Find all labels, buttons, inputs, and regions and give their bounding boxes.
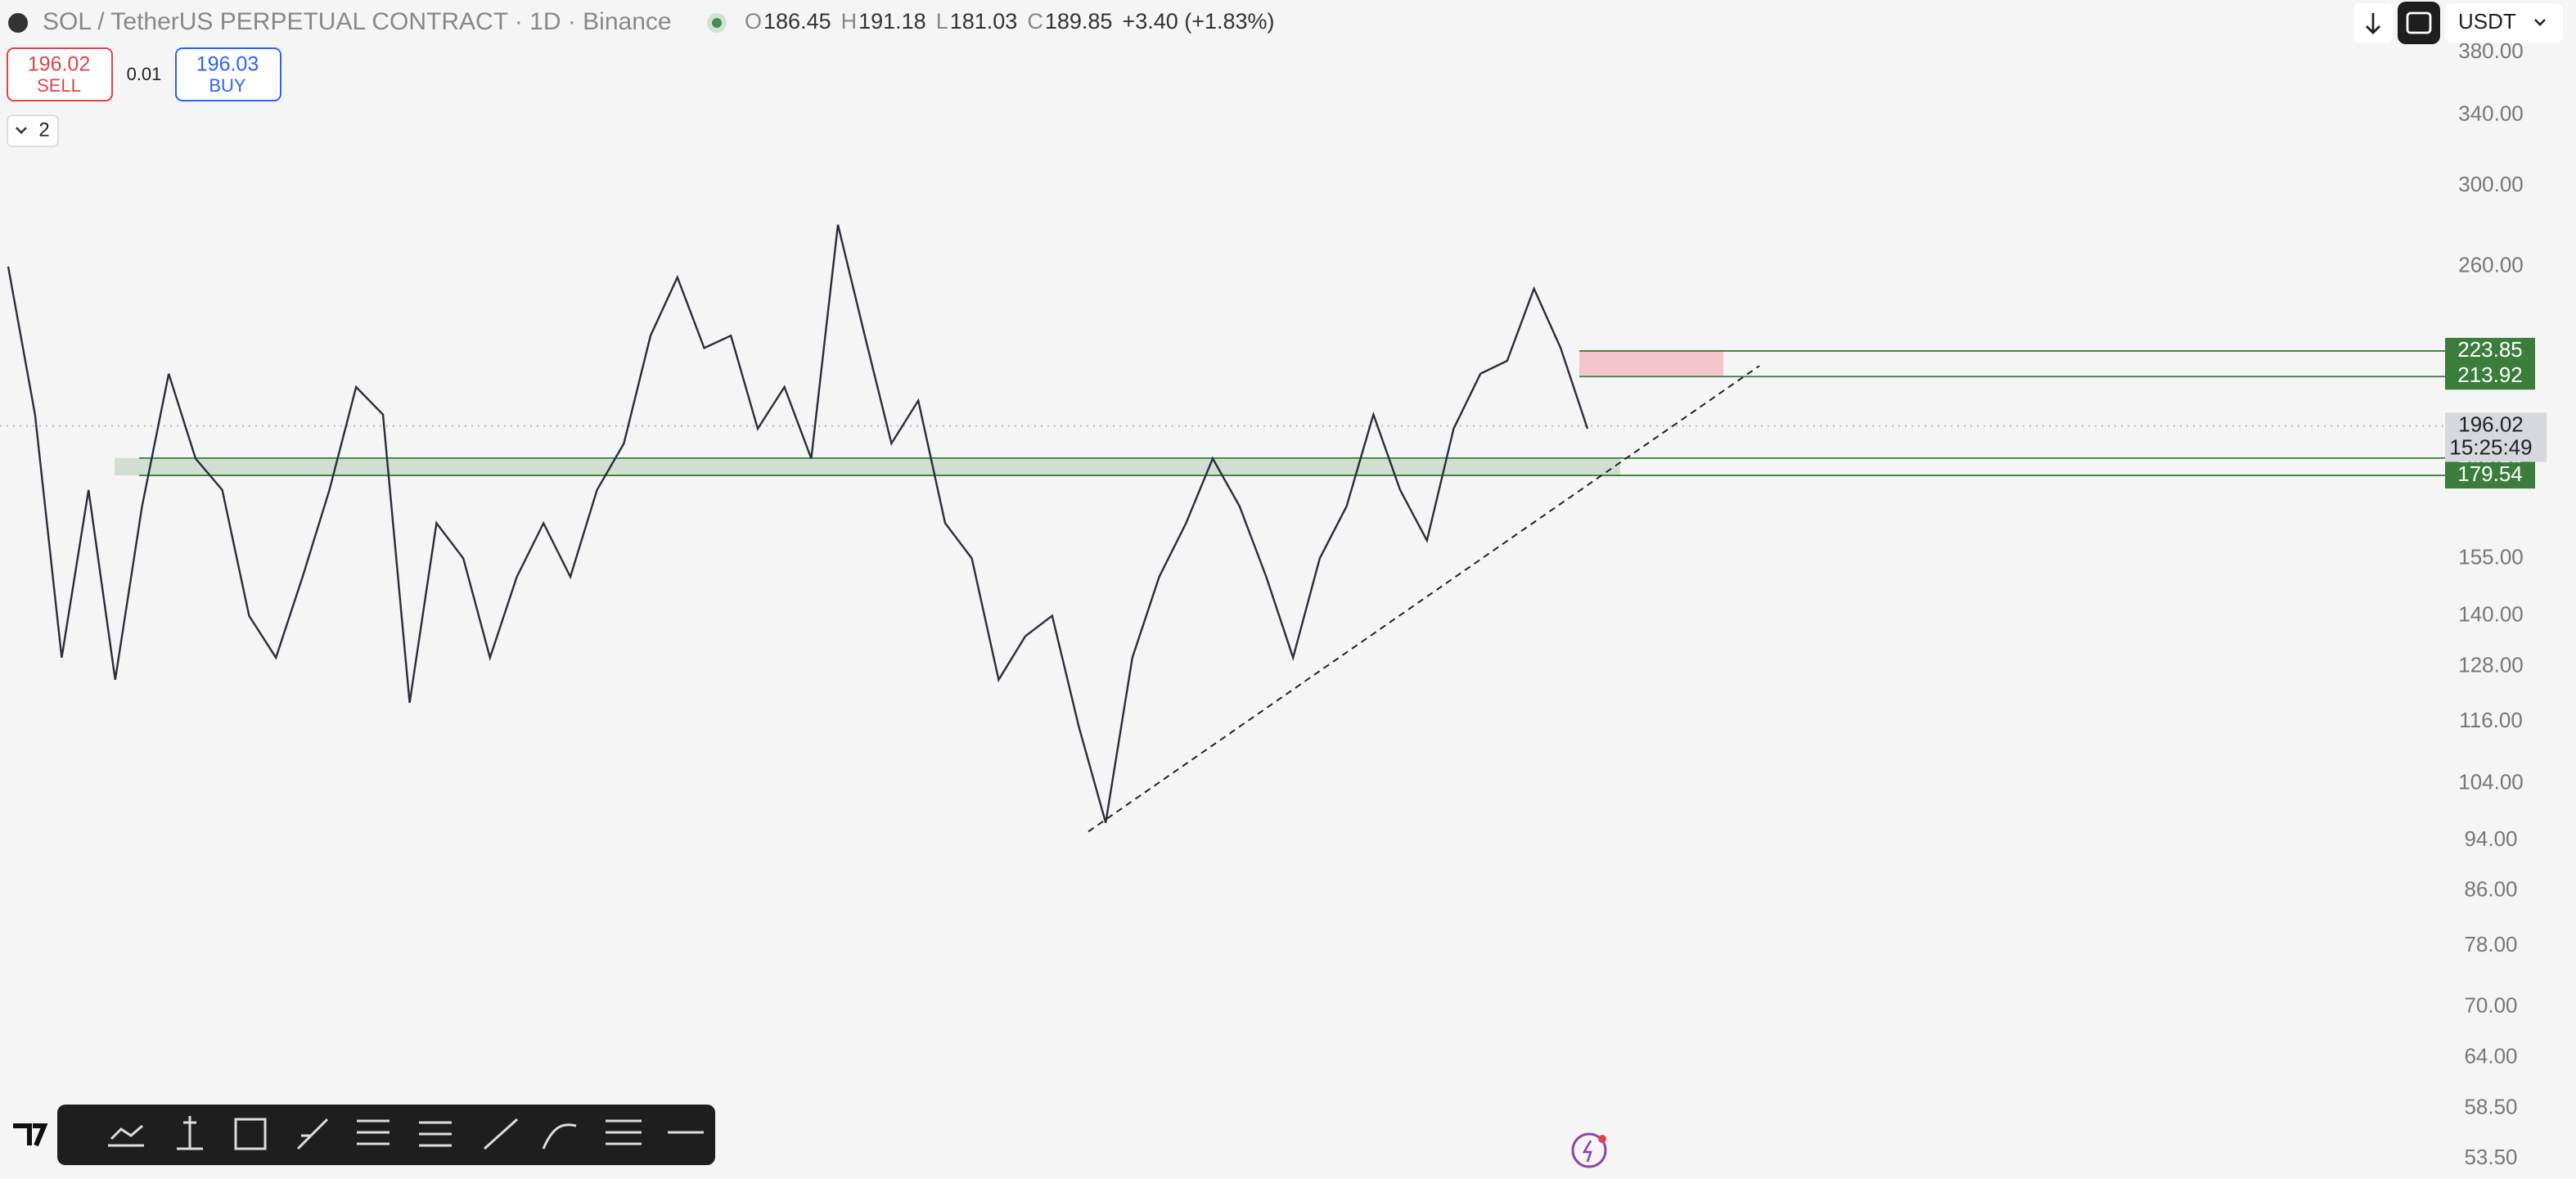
line-tool[interactable] [483,1118,519,1150]
ohlc-value: 189.85 [1045,9,1113,34]
ohlc-value: 186.45 [763,9,831,34]
symbol: SOL / TetherUS PERPETUAL CONTRACT · 1D ·… [43,8,672,35]
sell-label: SELL [37,75,81,96]
alert-dot [1598,1135,1606,1143]
ohlc-key: L [936,9,948,34]
resistance-zone [1579,350,1723,377]
snapshot-button[interactable] [2398,2,2440,44]
level-label: 179.54 [2457,461,2523,486]
rectangle-tool[interactable] [234,1118,267,1150]
change: +3.40 (+1.83%) [1122,9,1274,34]
channel-tool[interactable] [419,1121,452,1147]
status-dot-core [712,18,722,28]
y-tick-label: 340.00 [2458,101,2524,126]
y-tick-label: 78.00 [2464,932,2517,956]
ohlc: O 186.45 H 191.18 L 181.03 C 189.85 +3.40 (+1.83… [745,9,1275,34]
level-label: 213.92 [2457,362,2523,387]
countdown: 15:25:49 [2449,434,2532,459]
arrow-down [2366,13,2380,34]
buy-price: 196.03 [196,53,259,76]
ohlc-value: 191.18 [858,9,926,34]
y-tick-label: 140.00 [2458,601,2524,626]
y-tick-label: 94.00 [2464,826,2517,851]
support-zone [115,457,1620,476]
ohlc-value: 181.03 [950,9,1018,34]
y-tick-label: 104.00 [2458,769,2524,794]
trendline [1088,365,1760,833]
level-label-box [2445,363,2535,390]
y-tick-label: 116.00 [2459,708,2523,732]
y-tick-label: 58.50 [2464,1094,2517,1118]
level-label-box [2445,462,2535,489]
last-price-box [2445,412,2547,462]
indicators-toggle[interactable] [7,115,59,147]
vertical-tool[interactable] [177,1116,203,1150]
alerts-button[interactable] [1571,1132,1607,1168]
quantity: 0.01 [127,64,162,84]
ray-tool[interactable] [296,1118,329,1150]
level-label: 223.85 [2457,337,2523,362]
currency-select[interactable] [2445,3,2563,43]
buy-button[interactable] [175,47,281,101]
ohlc-key: H [841,9,858,34]
snapshot-icon [2406,11,2432,34]
price-series [7,224,1589,823]
y-tick-label: 155.00 [2458,544,2524,569]
ohlc-key: C [1027,9,1043,34]
y-tick-label: 128.00 [2458,652,2524,677]
y-tick-label: 70.00 [2464,992,2517,1017]
ohlc-key: O [745,9,762,34]
sell-price: 196.02 [28,53,90,76]
fib-tool[interactable] [357,1119,390,1145]
symbol-icon [8,13,28,33]
currency: USDT [2458,9,2516,34]
y-tick-label: 260.00 [2458,253,2524,277]
sell-button[interactable] [7,47,113,101]
y-tick-label: 53.50 [2464,1145,2517,1169]
drawing-toolbar [57,1105,715,1165]
chevron [16,127,27,134]
lightning [1582,1140,1592,1163]
y-tick-label: 300.00 [2458,172,2524,196]
brush-tool[interactable] [542,1123,577,1150]
y-tick-label: 64.00 [2464,1043,2517,1068]
chevron [2534,19,2546,26]
level-label-box [2445,337,2535,364]
levels-tool[interactable] [606,1119,642,1145]
buy-label: BUY [209,75,246,96]
trend-tool[interactable] [108,1124,144,1147]
plot: 380.00340.00300.00260.00155.00140.00128.… [0,38,2547,1169]
y-tick-label: 86.00 [2464,877,2517,902]
indicators-count: 2 [38,119,49,141]
last-price: 196.02 [2458,412,2524,436]
logo [13,1123,48,1147]
